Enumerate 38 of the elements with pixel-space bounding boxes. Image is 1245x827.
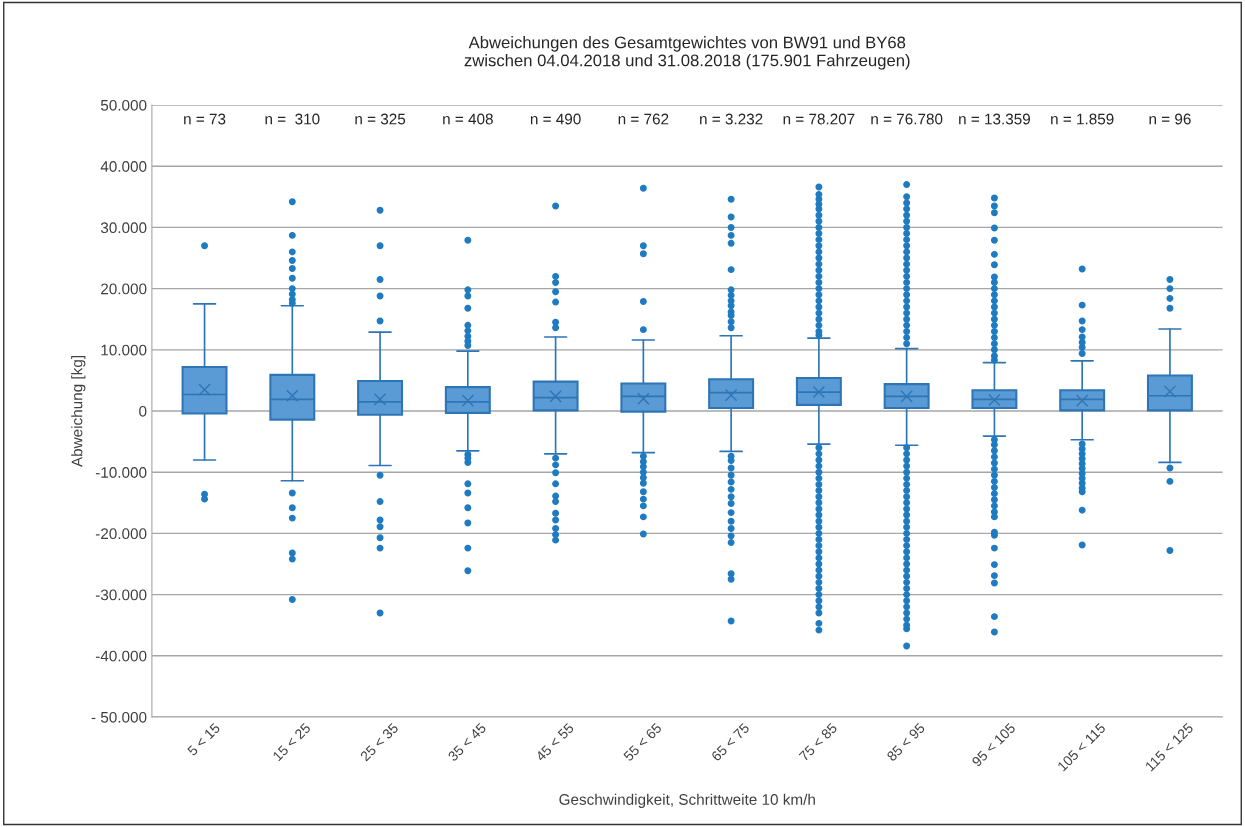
x-tick-label: 105 < 115 — [1056, 722, 1107, 772]
annotation: n = 408 — [443, 113, 493, 125]
annotation: n = 762 — [618, 113, 669, 125]
x-tick-label: 5 < 15 — [186, 722, 221, 757]
x-axis-title: Geschwindigkeit, Schrittweite 10 km/h — [559, 793, 815, 808]
x-tick-label: 55 < 65 — [622, 722, 663, 762]
y-tick-label: 20.000 — [101, 283, 147, 295]
x-tick-label: 65 < 75 — [710, 722, 750, 762]
chart-title: Abweichungen des Gesamtgewichtes von BW91 und BY68 zwischen 04.04.2018 und 31.08.2018 (175.901 Fahrzeugen) — [464, 36, 910, 70]
annotation: n = 13.359 — [959, 113, 1030, 125]
annotation: n = 310 — [265, 113, 320, 125]
y-axis-title: Abweichung [kg] — [71, 356, 86, 468]
x-tick-label: 95 < 105 — [971, 722, 1016, 768]
annotation: n = 96 — [1149, 113, 1191, 125]
annotation: n = 73 — [184, 113, 226, 125]
x-tick-label: 115 < 125 — [1144, 722, 1194, 772]
annotation: n = 325 — [355, 113, 406, 125]
y-tick-label: - 50.000 — [91, 711, 147, 723]
x-tick-label: 45 < 55 — [535, 722, 575, 762]
y-tick-label: 40.000 — [100, 161, 147, 172]
x-tick-label: 15 < 25 — [272, 722, 312, 762]
y-tick-label: -20.000 — [95, 528, 147, 540]
y-tick-label: -30.000 — [95, 589, 147, 601]
annotation: n = 490 — [530, 113, 581, 125]
y-tick-label: -40.000 — [95, 650, 147, 662]
y-tick-label: 10.000 — [101, 344, 147, 356]
annotation: n = 78.207 — [783, 113, 855, 125]
y-tick-label: -10.000 — [95, 467, 147, 478]
y-tick-label: 0 — [139, 405, 147, 417]
annotation: n = 1.859 — [1051, 113, 1114, 125]
x-tick-label: 35 < 45 — [447, 722, 487, 762]
y-tick-label: 30.000 — [100, 222, 147, 234]
annotation: n = 76.780 — [871, 113, 943, 125]
x-tick-label: 25 < 35 — [359, 722, 399, 762]
x-tick-label: 85 < 95 — [886, 722, 926, 762]
annotation: n = 3.232 — [700, 113, 763, 125]
x-tick-label: 75 < 85 — [798, 722, 838, 762]
y-tick-label: 50.000 — [100, 99, 147, 111]
